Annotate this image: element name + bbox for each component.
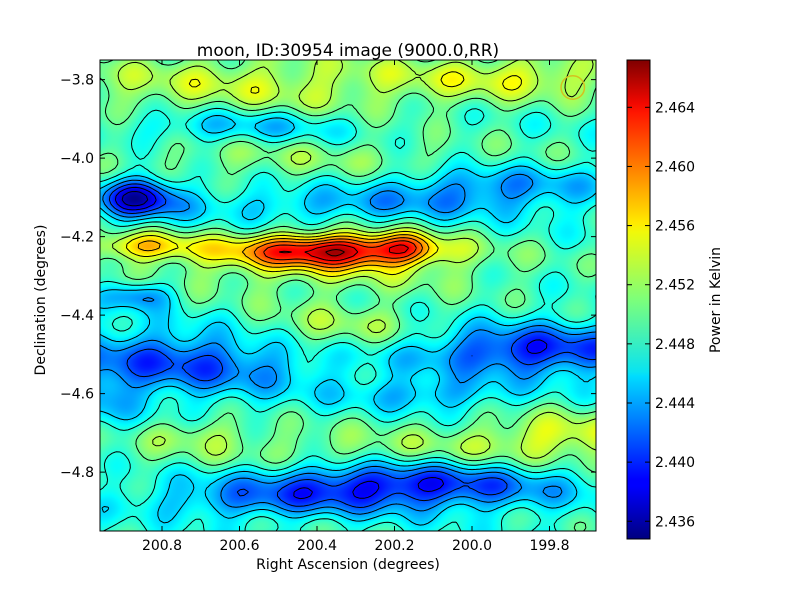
x-tick-label: 200.6	[219, 538, 259, 554]
contour-level-11	[263, 240, 417, 265]
y-tick-label: −4.4	[60, 308, 94, 324]
y-tick-label: −4.8	[60, 465, 94, 481]
x-tick-label: 200.0	[452, 538, 492, 554]
contour-level-2	[108, 183, 596, 508]
colorbar-gradient	[627, 60, 650, 539]
contour-level-10	[253, 237, 424, 269]
plot-frame	[99, 59, 597, 532]
colorbar-label: Power in Kelvin	[708, 247, 724, 353]
y-tick-label: −3.8	[60, 73, 94, 89]
x-tick-label: 199.8	[529, 538, 569, 554]
x-tick-label: 200.2	[374, 538, 414, 554]
contour-level-3	[100, 173, 596, 515]
colorbar-ticks: 2.436 2.440 2.444 2.448 2.452 2.456 2.460 2.464	[627, 100, 695, 530]
x-tick-label: 200.4	[297, 538, 337, 554]
y-axis: −3.8 −4.0 −4.2 −4.4 −4.6 −4.8	[60, 73, 596, 481]
y-tick-label: −4.6	[60, 387, 94, 403]
x-axis-label: Right Ascension (degrees)	[256, 557, 440, 573]
colorbar-tick-label: 2.444	[655, 396, 695, 412]
x-tick-label: 200.8	[142, 538, 182, 554]
y-tick-label: −4.0	[60, 151, 94, 167]
y-axis-label: Declination (degrees)	[33, 225, 49, 376]
contour-level-9	[137, 234, 430, 273]
contour-level-4	[100, 115, 596, 526]
colorbar-frame	[626, 59, 651, 540]
beam-marker	[560, 75, 586, 100]
colorbar-tick-label: 2.448	[655, 337, 695, 353]
heatmap-plot	[99, 59, 597, 532]
colorbar: 2.436 2.440 2.444 2.448 2.452 2.456 2.460 2.464…	[626, 59, 724, 540]
colorbar-tick-label: 2.464	[655, 100, 695, 116]
colorbar-tick-label: 2.436	[655, 514, 695, 530]
contour-level-13	[325, 249, 345, 257]
chart-title: moon, ID:30954 image (9000.0,RR)	[197, 41, 499, 61]
contour-level-1	[114, 186, 548, 500]
contour-level-8	[126, 71, 522, 277]
contour-level-0	[121, 191, 149, 207]
contour-lines	[100, 60, 596, 531]
colorbar-tick-label: 2.456	[655, 219, 695, 235]
contour-level-12	[279, 244, 409, 262]
colorbar-tick-label: 2.460	[655, 159, 695, 175]
x-axis: 200.8 200.6 200.4 200.2 200.0 199.8	[142, 60, 570, 554]
contour-level-7	[112, 60, 596, 459]
contour-level-5	[100, 107, 596, 531]
y-tick-label: −4.2	[60, 230, 94, 246]
contour-level-6	[100, 60, 596, 531]
colorbar-tick-label: 2.452	[655, 278, 695, 294]
colorbar-tick-label: 2.440	[655, 455, 695, 471]
